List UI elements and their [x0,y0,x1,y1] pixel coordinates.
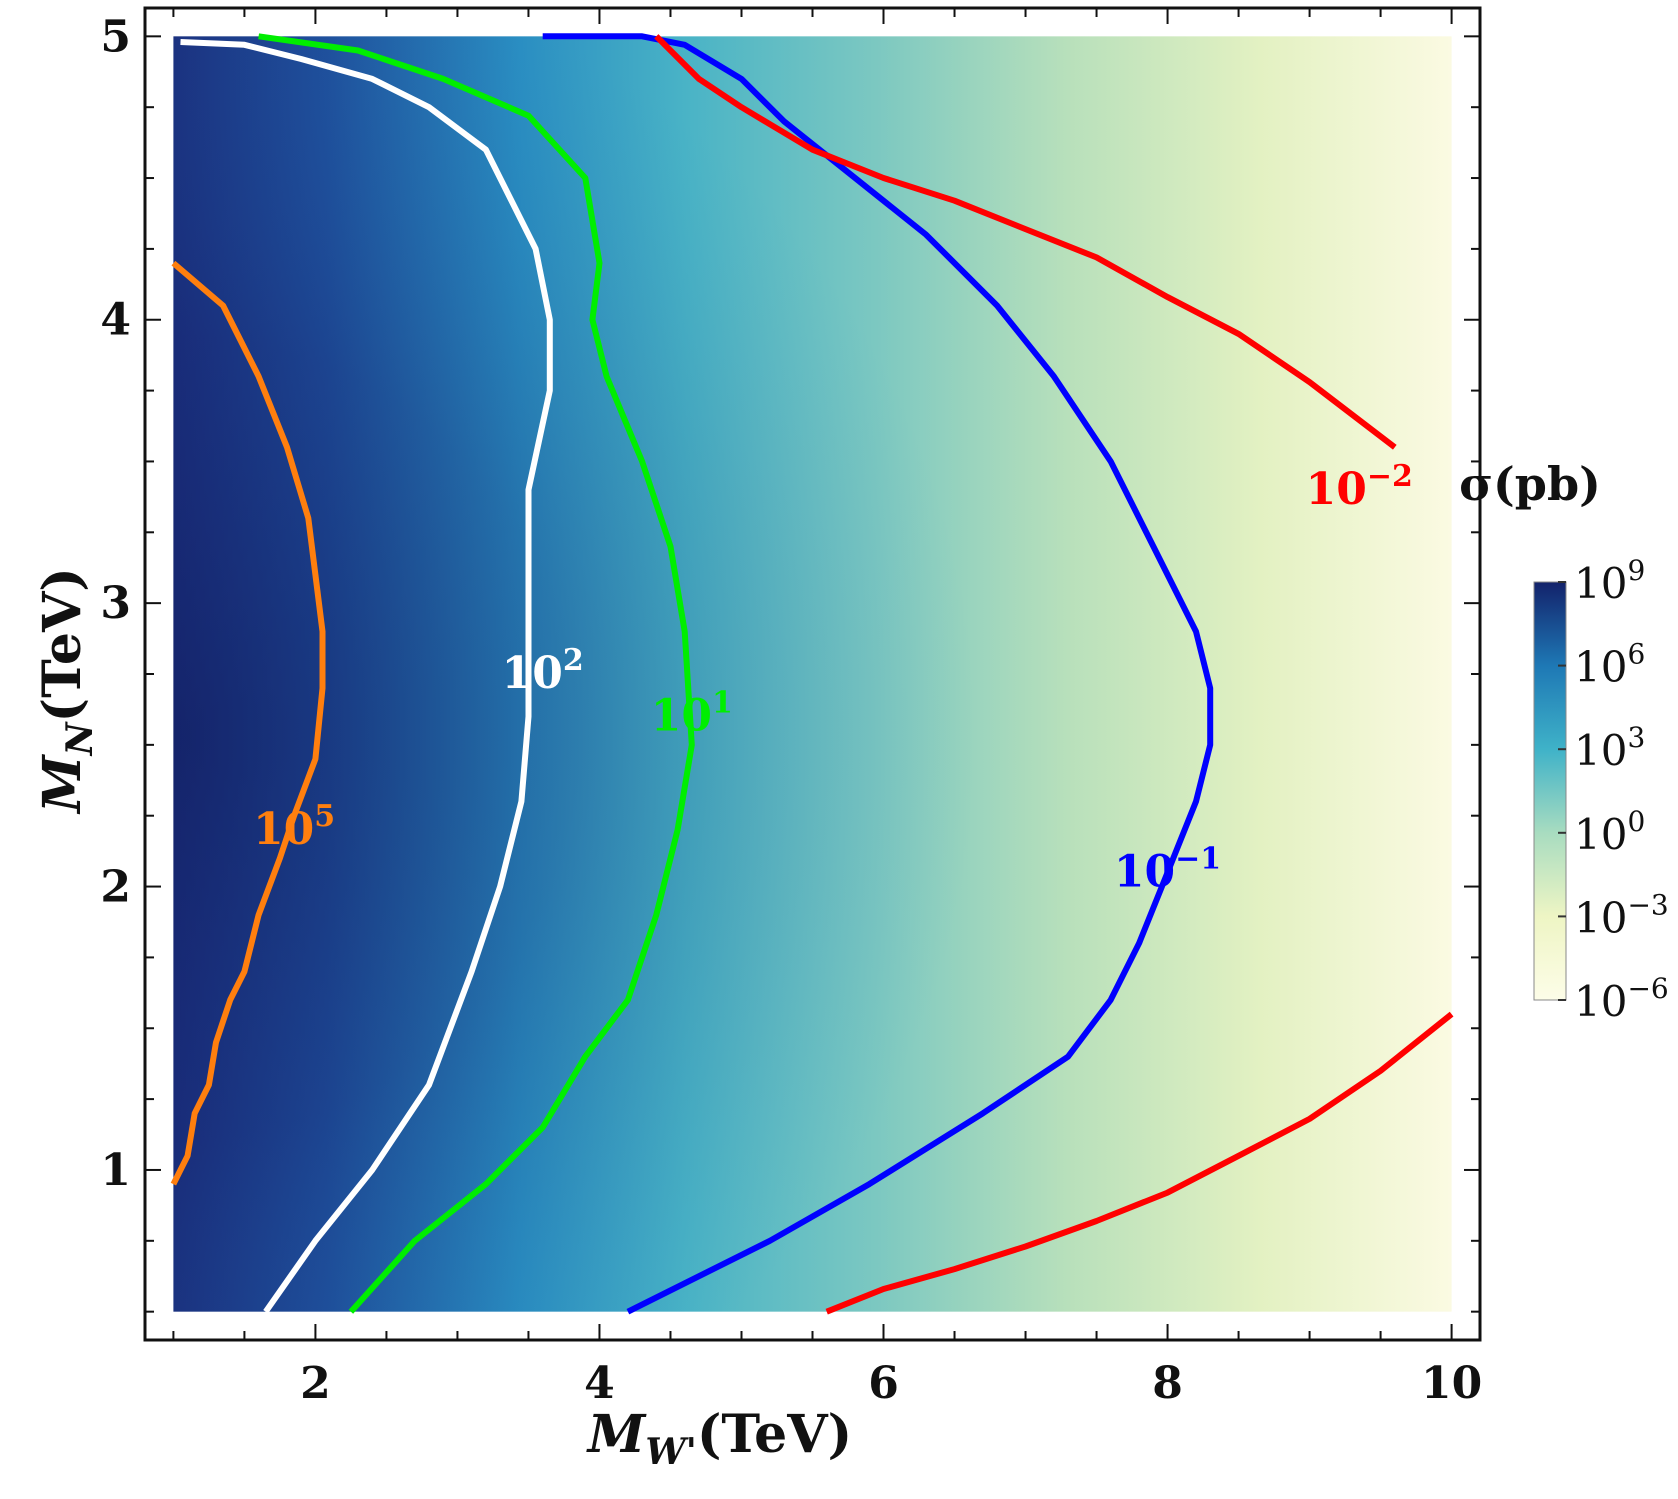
y-tick-label: 1 [100,1145,131,1196]
colorbar-scale [1533,581,1567,1001]
contour-label-1: 102 [502,643,584,699]
contour-line-4 [654,34,1397,450]
colorbar-tick-label: 109 [1574,554,1645,608]
y-tick-label: 2 [100,862,131,913]
colorbar-tick-label: 103 [1574,721,1645,775]
y-tick-label: 4 [100,295,131,346]
heatmap-field [173,36,1452,1312]
contour-labels: 105 102 101 10−1 10−2 [253,459,1413,898]
contour-label-3: 10−1 [1114,841,1221,897]
y-axis-title: MN(TeV) [32,567,101,815]
x-tick-label: 4 [584,1358,615,1409]
colorbar-ticks: 109 106 103 100 10−3 10−6 [1558,554,1669,1026]
contour-line-3 [542,33,1214,1315]
heatmap-shade [173,36,1452,1312]
colorbar-tick-label: 10−6 [1574,972,1669,1026]
axis-ticks [145,8,1480,1340]
contour-label-0: 105 [253,799,335,855]
contour-line-1 [180,39,553,1314]
x-tick-label: 6 [868,1358,899,1409]
contour-line-5 [825,1011,1454,1315]
contour-label-2: 101 [651,686,733,742]
y-tick-label: 3 [100,578,131,629]
contour-lines [170,33,1454,1315]
contour-line-0 [170,260,326,1186]
colorbar-tick-label: 100 [1574,805,1645,859]
colorbar-tick-label: 10−3 [1574,888,1669,942]
x-tick-label: 8 [1152,1358,1183,1409]
contour-label-4: 10−2 [1306,459,1413,515]
colorbar: σ(pb) 109 106 103 100 10−3 10−6 [1459,457,1669,1026]
colorbar-tick-label: 106 [1574,638,1645,692]
x-tick-label: 2 [300,1358,331,1409]
colorbar-title: σ(pb) [1459,457,1601,511]
x-tick-label: 10 [1421,1358,1482,1409]
contour-line-2 [258,33,695,1314]
x-axis-title: MW'(TeV) [586,1404,852,1473]
y-tick-label: 5 [100,11,131,62]
